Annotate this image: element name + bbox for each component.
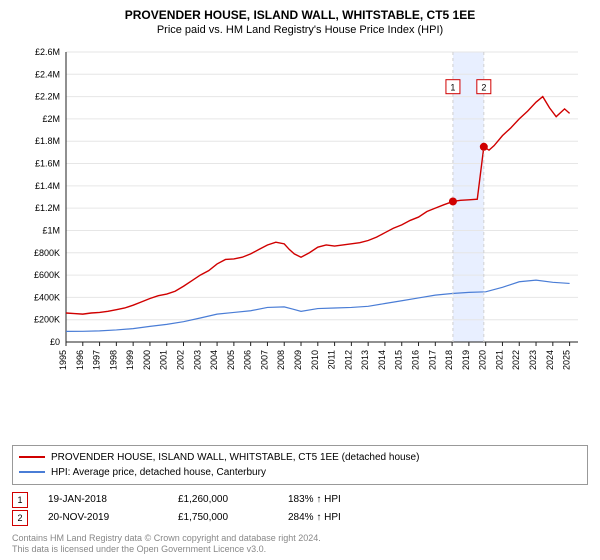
svg-text:2018: 2018 — [444, 350, 454, 370]
sales-table: 1 19-JAN-2018 £1,260,000 183% ↑ HPI 2 20-NOV-… — [12, 491, 588, 527]
legend-item: HPI: Average price, detached house, Cant… — [19, 465, 581, 480]
sale-date: 20-NOV-2019 — [48, 512, 158, 523]
sale-badge: 2 — [12, 510, 28, 526]
svg-text:2: 2 — [481, 83, 486, 93]
price-chart: £0 £200K £400K £600K £800K £1M £1.2M £1.4M £1.6M… — [12, 42, 588, 439]
svg-text:2021: 2021 — [494, 350, 504, 370]
svg-text:2007: 2007 — [259, 350, 269, 370]
svg-text:£600K: £600K — [34, 270, 60, 280]
chart-svg: £0 £200K £400K £600K £800K £1M £1.2M £1.4M £1.6M… — [12, 42, 588, 382]
svg-text:1995: 1995 — [58, 350, 68, 370]
svg-text:2015: 2015 — [394, 350, 404, 370]
chart-subtitle: Price paid vs. HM Land Registry's House … — [12, 24, 588, 36]
svg-text:1999: 1999 — [125, 350, 135, 370]
svg-text:£800K: £800K — [34, 248, 60, 258]
svg-text:£1M: £1M — [42, 225, 60, 235]
svg-text:2019: 2019 — [461, 350, 471, 370]
chart-title: PROVENDER HOUSE, ISLAND WALL, WHITSTABLE… — [12, 8, 588, 22]
svg-text:2003: 2003 — [192, 350, 202, 370]
svg-text:2006: 2006 — [243, 350, 253, 370]
footnote-line: Contains HM Land Registry data © Crown c… — [12, 533, 588, 545]
footnote-line: This data is licensed under the Open Gov… — [12, 544, 588, 556]
svg-text:2012: 2012 — [343, 350, 353, 370]
svg-text:2011: 2011 — [327, 350, 337, 369]
svg-text:£1.2M: £1.2M — [35, 203, 60, 213]
svg-text:£1.8M: £1.8M — [35, 136, 60, 146]
svg-text:2017: 2017 — [427, 350, 437, 370]
svg-text:1: 1 — [450, 83, 455, 93]
svg-text:2014: 2014 — [377, 350, 387, 370]
svg-text:£1.4M: £1.4M — [35, 181, 60, 191]
svg-text:£200K: £200K — [34, 315, 60, 325]
svg-text:2016: 2016 — [411, 350, 421, 370]
sale-hpi: 183% ↑ HPI — [288, 494, 378, 505]
sale-price: £1,260,000 — [178, 494, 268, 505]
legend-label: HPI: Average price, detached house, Cant… — [51, 465, 266, 480]
svg-text:2000: 2000 — [142, 350, 152, 370]
sale-badge: 1 — [12, 492, 28, 508]
svg-text:1996: 1996 — [75, 350, 85, 370]
svg-text:2023: 2023 — [528, 350, 538, 370]
sale-hpi: 284% ↑ HPI — [288, 512, 378, 523]
svg-text:£2.2M: £2.2M — [35, 92, 60, 102]
svg-text:2022: 2022 — [511, 350, 521, 370]
svg-text:£400K: £400K — [34, 292, 60, 302]
svg-text:2005: 2005 — [226, 350, 236, 370]
svg-text:£1.6M: £1.6M — [35, 159, 60, 169]
svg-text:2002: 2002 — [176, 350, 186, 370]
svg-text:1997: 1997 — [92, 350, 102, 370]
svg-text:2004: 2004 — [209, 350, 219, 370]
svg-text:2013: 2013 — [360, 350, 370, 370]
svg-text:£2.4M: £2.4M — [35, 69, 60, 79]
legend-swatch — [19, 456, 45, 458]
legend-item: PROVENDER HOUSE, ISLAND WALL, WHITSTABLE… — [19, 450, 581, 465]
sale-row: 2 20-NOV-2019 £1,750,000 284% ↑ HPI — [12, 509, 588, 527]
svg-text:2010: 2010 — [310, 350, 320, 370]
svg-text:2020: 2020 — [478, 350, 488, 370]
legend-box: PROVENDER HOUSE, ISLAND WALL, WHITSTABLE… — [12, 445, 588, 485]
footnote: Contains HM Land Registry data © Crown c… — [12, 533, 588, 556]
sale-row: 1 19-JAN-2018 £1,260,000 183% ↑ HPI — [12, 491, 588, 509]
legend-swatch — [19, 471, 45, 473]
sale-price: £1,750,000 — [178, 512, 268, 523]
svg-text:2001: 2001 — [159, 350, 169, 370]
svg-text:£2.6M: £2.6M — [35, 47, 60, 57]
svg-text:1998: 1998 — [108, 350, 118, 370]
svg-text:2024: 2024 — [545, 350, 555, 370]
svg-text:2008: 2008 — [276, 350, 286, 370]
sale-date: 19-JAN-2018 — [48, 494, 158, 505]
svg-text:2025: 2025 — [562, 350, 572, 370]
chart-titles: PROVENDER HOUSE, ISLAND WALL, WHITSTABLE… — [12, 8, 588, 36]
legend-label: PROVENDER HOUSE, ISLAND WALL, WHITSTABLE… — [51, 450, 419, 465]
svg-text:£2M: £2M — [42, 114, 60, 124]
svg-text:£0: £0 — [50, 337, 60, 347]
svg-text:2009: 2009 — [293, 350, 303, 370]
